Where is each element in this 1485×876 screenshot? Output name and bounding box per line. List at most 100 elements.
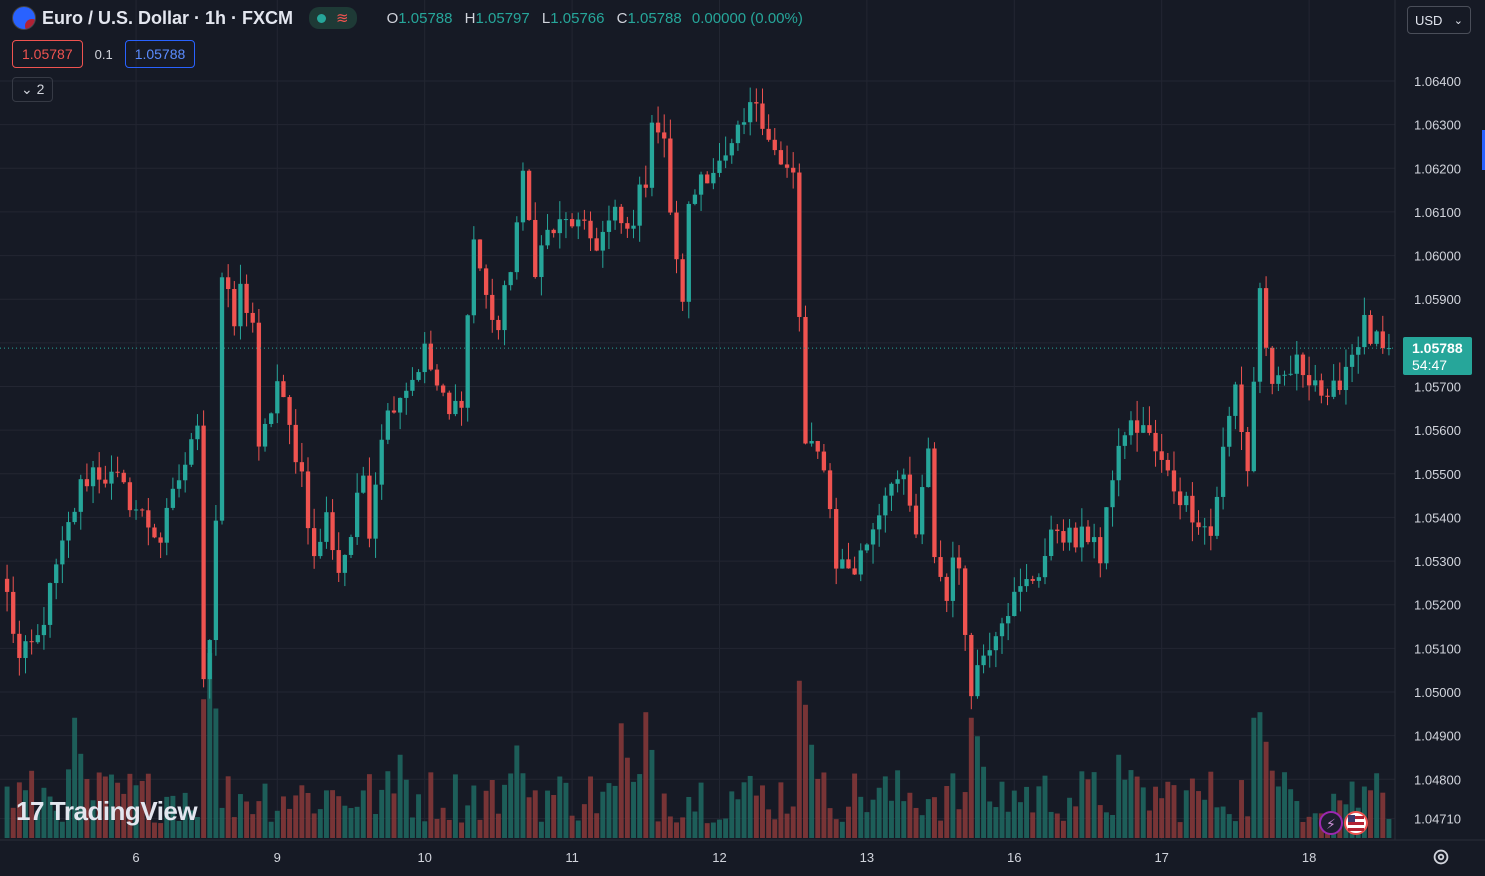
volume-bar	[1134, 776, 1140, 838]
price-tick-label: 1.04900	[1414, 729, 1461, 744]
settings-gear-icon[interactable]	[1430, 846, 1452, 868]
volume-bar	[846, 806, 851, 838]
volume-bar	[330, 790, 336, 838]
volume-bar	[47, 796, 53, 838]
candle-body	[692, 194, 698, 204]
volume-bar	[360, 790, 366, 838]
candle-body	[963, 568, 968, 635]
candle-body	[1282, 374, 1287, 376]
volume-bar	[139, 780, 145, 838]
candle-body	[649, 122, 655, 188]
price-tick-label: 1.05200	[1414, 598, 1461, 613]
market-status-pill[interactable]: ≋	[309, 7, 357, 29]
candles	[4, 87, 1392, 710]
candle-body	[668, 138, 673, 213]
volume-bar	[1189, 778, 1195, 838]
symbol-title[interactable]: Euro / U.S. Dollar · 1h · FXCM	[42, 7, 294, 28]
last-price-countdown: 54:47	[1412, 357, 1447, 373]
volume-bar	[440, 807, 446, 838]
volume-bar	[999, 781, 1005, 838]
price-tick-label: 1.05100	[1414, 641, 1461, 656]
candle-body	[1343, 366, 1349, 391]
volume-bar	[790, 806, 796, 838]
volume-bar	[741, 782, 747, 838]
svg-text:⚡: ⚡	[1326, 817, 1336, 833]
volume-bar	[839, 821, 845, 838]
volume-bar	[551, 795, 557, 838]
candle-body	[287, 397, 292, 425]
currency-select[interactable]: USD ⌄	[1407, 6, 1471, 34]
candle-body	[1171, 470, 1177, 492]
volume-bar	[557, 776, 563, 838]
volume-bar	[1159, 798, 1165, 838]
volume-bar	[201, 699, 207, 838]
volume-bar	[1263, 741, 1269, 838]
buy-button[interactable]: 1.05788	[124, 40, 196, 68]
volume-bar	[366, 774, 372, 838]
volume-bar	[698, 782, 704, 838]
volume-bar	[1374, 773, 1380, 838]
volume-bar	[852, 773, 858, 838]
candle-body	[514, 222, 519, 273]
candle-body	[1227, 415, 1232, 447]
candle-body	[324, 512, 329, 542]
time-tick-label: 9	[274, 850, 281, 865]
candle-body	[1184, 495, 1189, 506]
candle-body	[1036, 577, 1042, 581]
volume-bar	[72, 717, 78, 838]
candle-body	[1104, 507, 1109, 564]
candle-body	[791, 167, 796, 173]
volume-bar	[692, 811, 698, 838]
candle-body	[397, 397, 403, 413]
candle-body	[348, 537, 354, 555]
candle-body	[72, 511, 77, 523]
sell-button[interactable]: 1.05787	[12, 40, 83, 68]
price-tick-label: 1.04710	[1414, 812, 1461, 827]
candle-body	[557, 219, 562, 234]
tradingview-logo[interactable]: 17 TradingView	[16, 796, 198, 827]
candle-body	[526, 170, 532, 220]
volume-bar	[944, 786, 950, 838]
volume-bar	[1073, 806, 1079, 838]
volume-bar	[1380, 792, 1386, 838]
price-tick-label: 1.06100	[1414, 205, 1461, 220]
volume-bar	[465, 805, 471, 838]
candle-body	[1313, 380, 1318, 386]
candle-body	[662, 132, 667, 139]
volume-bars	[4, 653, 1392, 838]
volume-bar	[1306, 816, 1312, 838]
volume-bar	[1060, 820, 1066, 838]
candle-body	[588, 220, 593, 239]
volume-bar	[428, 772, 434, 838]
volume-bar	[1282, 772, 1287, 838]
price-tick-label: 1.05400	[1414, 510, 1461, 525]
candle-body	[539, 245, 544, 278]
candle-body	[471, 239, 476, 316]
candle-body	[944, 576, 949, 601]
candle-body	[373, 484, 378, 539]
time-axis[interactable]	[0, 840, 1485, 876]
volume-bar	[526, 797, 532, 838]
ohlc-values: O1.05788 H1.05797 L1.05766 C1.05788 0.00…	[386, 9, 803, 27]
candle-body	[1030, 579, 1035, 581]
candle-body	[1012, 591, 1017, 617]
volume-bar	[1214, 807, 1220, 838]
price-tick-label: 1.06200	[1414, 161, 1461, 176]
candle-body	[680, 259, 685, 302]
price-tick-label: 1.05700	[1414, 380, 1461, 395]
volume-bar	[1153, 786, 1159, 838]
volume-bar	[1183, 790, 1189, 838]
indicators-count: 2	[36, 81, 45, 97]
candle-body	[226, 277, 231, 290]
indicators-toggle[interactable]: ⌄ 2	[12, 77, 54, 102]
volume-bar	[1036, 786, 1042, 838]
candle-body	[576, 219, 581, 227]
price-axis[interactable]	[1395, 0, 1485, 840]
candle-body	[1018, 586, 1023, 592]
price-tick-label: 1.05900	[1414, 292, 1461, 307]
volume-bar	[735, 799, 741, 838]
candle-body	[1110, 480, 1115, 508]
candle-body	[705, 174, 710, 184]
volume-bar	[680, 817, 686, 838]
